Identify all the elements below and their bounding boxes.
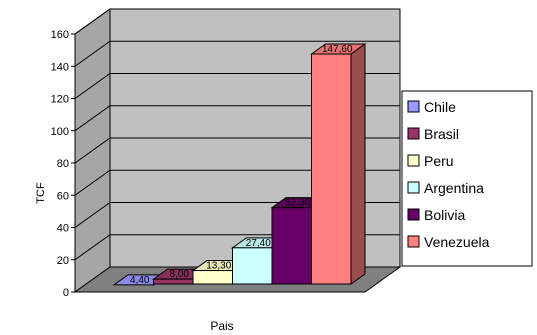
legend-box [401, 90, 533, 267]
y-axis-title: TCF [35, 182, 47, 204]
gridline [74, 137, 400, 164]
bar-side [350, 43, 366, 285]
legend-label-chile: Chile [424, 99, 456, 115]
bar-front [232, 247, 273, 285]
legend-swatch-brasil [407, 127, 420, 140]
legend: Chile Brasil Peru Argentina Bolivia Venezuela [401, 90, 533, 267]
legend-swatch-peru [407, 154, 420, 167]
x-axis-title: Pais [210, 319, 233, 333]
bar-front [311, 53, 352, 285]
legend-swatch-venezuela [407, 235, 420, 248]
data-label: 13,30 [206, 261, 231, 272]
data-label: 147,60 [322, 44, 353, 55]
y-tick-label: 120 [51, 94, 69, 106]
gridline [74, 40, 400, 67]
data-label: 52,30 [285, 198, 310, 209]
y-tick-label: 20 [57, 255, 69, 267]
data-labels: 4,40 8,00 13,30 27,40 52,30 147,60 [130, 44, 353, 286]
gridline [74, 73, 400, 99]
legend-swatch-bolivia [407, 208, 420, 221]
legend-label-venezuela: Venezuela [424, 234, 490, 250]
legend-label-argentina: Argentina [424, 180, 484, 196]
y-tick-label: 140 [51, 61, 69, 73]
gridline [74, 8, 400, 35]
gridline [74, 169, 400, 196]
y-tick-label: 40 [57, 223, 69, 235]
legend-label-bolivia: Bolivia [424, 207, 465, 223]
legend-label-peru: Peru [424, 153, 454, 169]
bars [112, 43, 367, 286]
legend-label-brasil: Brasil [424, 126, 459, 142]
bar-venezuela [309, 43, 367, 285]
y-tick-label: 100 [51, 126, 69, 138]
y-tick-label: 0 [63, 287, 69, 299]
gridline [74, 105, 400, 132]
data-label: 4,40 [130, 275, 150, 286]
data-label: 8,00 [170, 269, 190, 280]
legend-swatch-chile [407, 100, 420, 113]
data-label: 27,40 [246, 238, 271, 249]
y-tick-label: 60 [57, 190, 69, 202]
y-axis: 0 20 40 60 80 100 120 140 160 [51, 29, 365, 299]
bar-front [271, 207, 312, 285]
bar-front [192, 270, 233, 285]
y-tick-label: 160 [51, 29, 69, 41]
y-tick-label: 80 [57, 158, 69, 170]
legend-swatch-argentina [407, 181, 420, 194]
